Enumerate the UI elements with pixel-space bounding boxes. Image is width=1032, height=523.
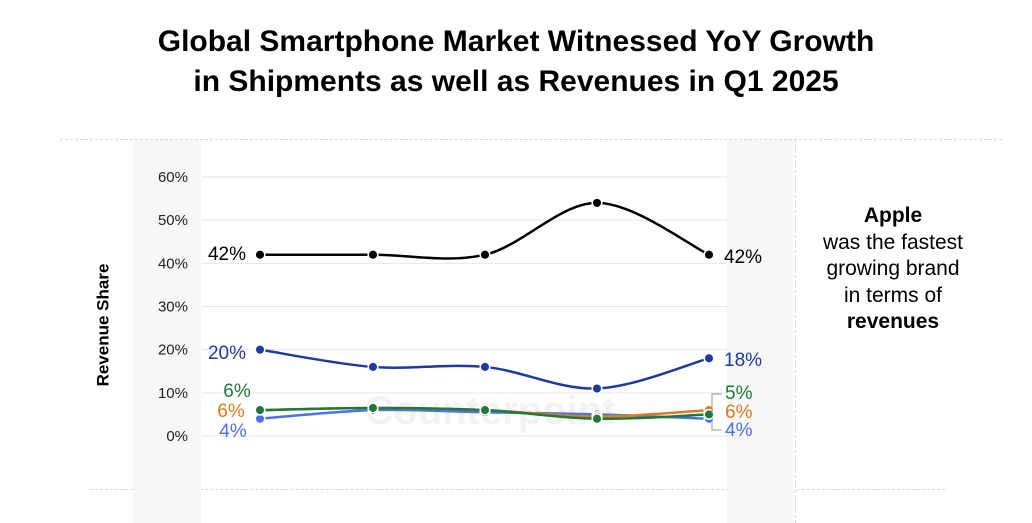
series-start-label: 42% (208, 244, 246, 265)
data-point (591, 413, 603, 425)
data-point (367, 249, 379, 261)
y-tick-label: 30% (158, 299, 188, 316)
right-shaded-panel (727, 140, 794, 523)
side-note: Apple was the fastest growing brand in t… (818, 203, 968, 336)
data-point (591, 382, 603, 395)
data-point (703, 408, 715, 420)
series-end-label: 42% (724, 247, 762, 268)
top-divider (60, 139, 1002, 140)
series-start-label: 20% (208, 343, 246, 364)
data-point (703, 352, 715, 364)
data-point (254, 249, 266, 261)
y-tick-label: 0% (166, 428, 188, 445)
data-point (254, 344, 266, 356)
bottom-divider (90, 489, 945, 490)
y-tick-label: 60% (158, 169, 188, 186)
y-tick-label: 20% (158, 342, 188, 359)
data-point (367, 361, 379, 373)
y-tick-label: 40% (158, 255, 188, 272)
y-tick-label: 50% (158, 212, 188, 229)
right-divider (795, 140, 796, 523)
series-end-label: 6% (725, 402, 753, 423)
data-point (479, 249, 491, 261)
data-point (591, 197, 603, 209)
label-leader-line (711, 421, 722, 431)
data-point (479, 404, 491, 416)
side-note-emphasis: revenues (846, 310, 940, 333)
y-tick-label: 10% (158, 385, 188, 402)
data-point (703, 249, 715, 261)
series-end-label: 18% (724, 350, 762, 371)
series-end-label: 5% (725, 383, 753, 404)
series-end-label: 4% (725, 420, 753, 441)
data-point (479, 361, 491, 373)
series-start-label: 6% (217, 401, 245, 422)
left-shaded-panel (133, 140, 201, 523)
data-point (367, 402, 379, 414)
chart-title-line-1: Global Smartphone Market Witnessed YoY G… (157, 25, 875, 58)
chart-title-line-2: in Shipments as well as Revenues in Q1 2… (193, 65, 839, 98)
series-start-label: 6% (223, 381, 251, 402)
side-note-brand: Apple (863, 204, 923, 227)
chart-title: Global Smartphone Market Witnessed YoY G… (0, 22, 1032, 102)
label-leader-line (711, 393, 722, 413)
series-start-label: 4% (219, 421, 247, 442)
side-note-text: was the fastest growing brand in terms o… (822, 230, 964, 307)
data-point (254, 404, 266, 416)
